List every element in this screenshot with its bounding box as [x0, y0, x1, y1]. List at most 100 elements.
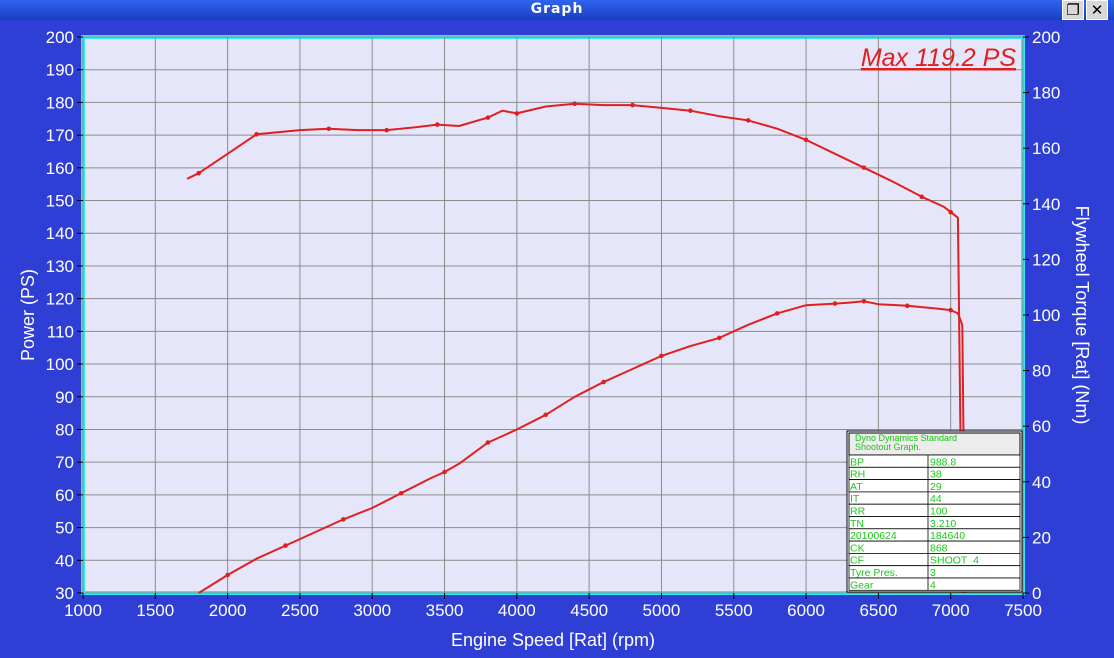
power-point	[774, 311, 780, 316]
info-table-value: SHOOT_4	[930, 555, 979, 567]
y-tick-label: 140	[46, 224, 74, 243]
x-tick-label: 5000	[643, 601, 681, 620]
y2-tick-label: 160	[1032, 139, 1060, 158]
x-tick-label: 7500	[1004, 601, 1042, 620]
info-table-key: CF	[850, 555, 864, 567]
y2-tick-label: 40	[1032, 473, 1051, 492]
y2-tick-label: 200	[1032, 28, 1060, 47]
torque-point	[572, 101, 577, 107]
x-tick-label: 2000	[209, 601, 247, 620]
info-table-value: 3.210	[930, 518, 956, 530]
y-tick-label: 80	[55, 420, 74, 439]
y-tick-label: 30	[55, 584, 74, 603]
power-point	[832, 301, 838, 306]
torque-point	[919, 194, 925, 200]
y-axis-label: Power (PS)	[18, 269, 38, 361]
x-tick-label: 3000	[353, 601, 391, 620]
info-table-key: CK	[850, 542, 865, 554]
y-tick-label: 120	[46, 290, 74, 309]
y2-tick-label: 0	[1032, 584, 1041, 603]
info-table-value: 100	[930, 506, 948, 518]
y-tick-label: 100	[46, 355, 74, 374]
x-tick-label: 7000	[932, 601, 970, 620]
y-tick-label: 90	[55, 388, 74, 407]
torque-point	[803, 137, 809, 143]
info-table-title: Dyno Dynamics Standard Shootout Graph.	[855, 433, 957, 452]
y-tick-label: 170	[46, 126, 74, 145]
info-table-key: IT	[850, 493, 860, 505]
info-table-value: 4	[930, 579, 936, 591]
torque-point	[254, 132, 259, 137]
power-point	[283, 543, 288, 548]
y-tick-label: 150	[46, 192, 74, 211]
power-point	[861, 298, 867, 304]
x-tick-label: 4500	[570, 601, 608, 620]
info-table-title-line: Shootout Graph.	[855, 442, 921, 452]
close-icon: ✕	[1090, 0, 1104, 19]
torque-point	[326, 126, 332, 132]
torque-point	[688, 108, 693, 113]
y-tick-label: 180	[46, 93, 74, 112]
power-point	[341, 517, 346, 522]
x-tick-label: 5500	[715, 601, 753, 620]
window-title: Graph	[530, 1, 584, 17]
x-tick-label: 6500	[859, 601, 897, 620]
info-table-value: 29	[930, 481, 942, 493]
power-point	[485, 440, 491, 445]
info-table-key: RR	[850, 506, 866, 518]
info-table-value: 868	[930, 542, 948, 554]
series-layer	[186, 101, 967, 594]
info-table-key: BP	[850, 456, 864, 468]
x-tick-label: 1500	[136, 601, 174, 620]
axis-ticks: 1000 1500 2000 2500 3000 3500 4000 4500 5000 5500…	[46, 28, 1061, 620]
y2-tick-label: 80	[1032, 362, 1051, 381]
restore-icon: ❐	[1066, 0, 1080, 19]
power-point	[948, 307, 953, 313]
y2-tick-label: 120	[1032, 250, 1060, 269]
y2-tick-label: 180	[1032, 84, 1060, 103]
y2-tick-label: 20	[1032, 528, 1051, 547]
x-tick-label: 1000	[64, 601, 102, 620]
power-point	[659, 353, 664, 359]
power-point	[543, 412, 549, 418]
info-table-row	[848, 577, 1021, 591]
info-table: Dyno Dynamics Standard Shootout Graph. BP…	[846, 430, 1023, 593]
x-tick-label: 6000	[787, 601, 825, 620]
y2-tick-label: 100	[1032, 306, 1060, 325]
y-tick-label: 60	[55, 486, 74, 505]
torque-point	[514, 111, 520, 116]
torque-curve	[186, 102, 964, 594]
info-table-key: RH	[850, 469, 865, 481]
x-tick-label: 4000	[498, 601, 536, 620]
torque-point	[384, 127, 389, 133]
y2-tick-label: 60	[1032, 417, 1051, 436]
x-axis-label: Engine Speed [Rat] (rpm)	[451, 630, 655, 650]
torque-point	[435, 122, 440, 127]
torque-point	[948, 209, 953, 215]
info-table-value: 988.8	[930, 456, 956, 468]
info-table-title-line: Dyno Dynamics Standard	[855, 433, 957, 443]
torque-point	[630, 102, 635, 108]
y-tick-label: 130	[46, 257, 74, 276]
power-point	[905, 303, 910, 309]
max-power-annotation: Max 119.2 PS	[861, 44, 1017, 72]
torque-point	[196, 170, 201, 176]
y-tick-label: 50	[55, 519, 74, 538]
close-button[interactable]: ✕	[1086, 0, 1108, 20]
power-point	[442, 469, 447, 475]
info-table-value: 3	[930, 567, 936, 579]
x-tick-label: 3500	[426, 601, 464, 620]
x-tick-label: 2500	[281, 601, 319, 620]
power-point	[601, 379, 606, 385]
y-tick-label: 190	[46, 61, 74, 80]
power-point	[225, 572, 230, 578]
y-tick-label: 70	[55, 453, 74, 472]
power-curve	[198, 300, 967, 594]
power-point	[717, 335, 722, 341]
restore-button[interactable]: ❐	[1062, 0, 1084, 20]
info-table-key: 20100624	[850, 530, 897, 542]
power-point	[398, 490, 404, 496]
title-bar: Graph ❐ ✕	[0, 0, 1114, 20]
